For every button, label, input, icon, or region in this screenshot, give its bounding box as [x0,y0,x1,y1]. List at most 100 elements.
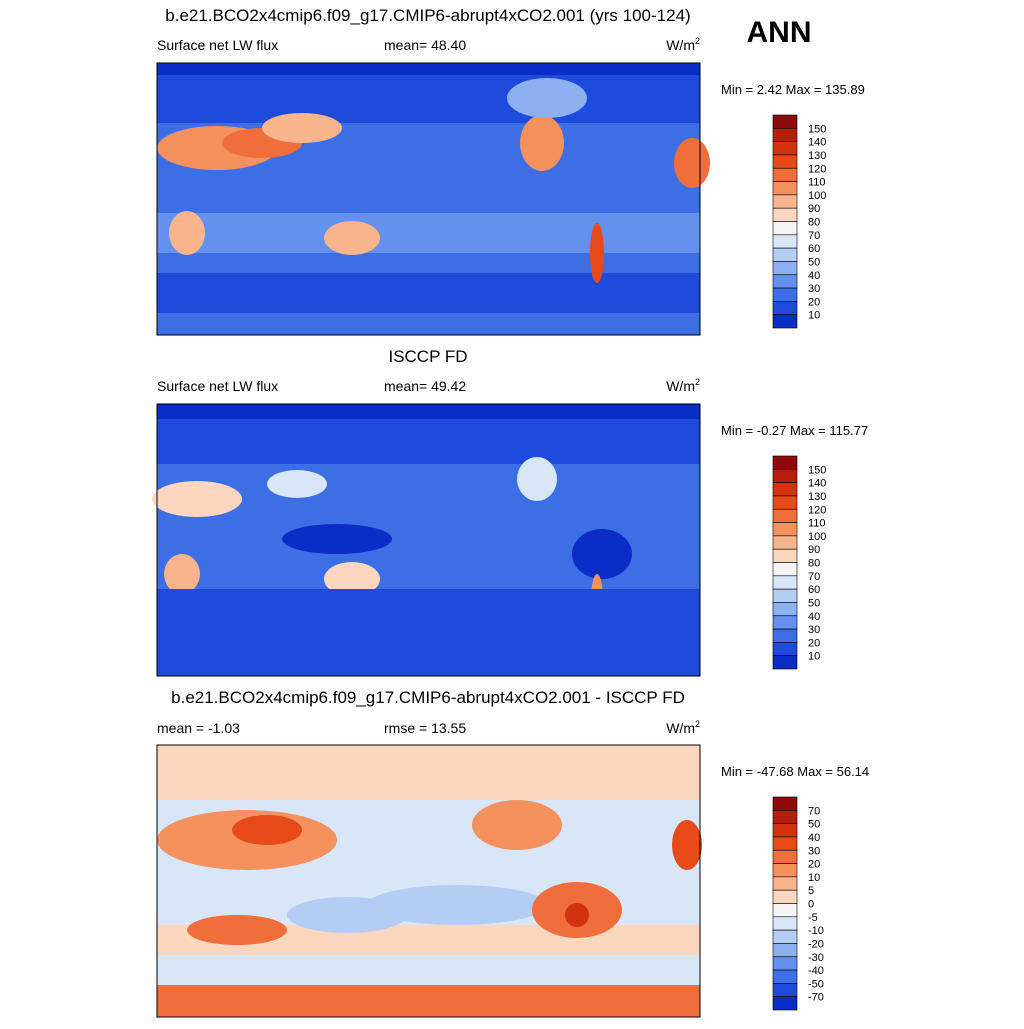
colorbar-label: 140 [808,137,826,149]
colorbar-label: 130 [808,491,826,503]
colorbar-label: 50 [808,597,820,609]
color-box [772,114,798,129]
color-box [772,903,798,918]
units: W/m2 [666,377,700,394]
season-title: ANN [747,16,812,49]
colorbar-label: 50 [808,819,820,831]
colorbar-label: 120 [808,163,826,175]
colorbar-label: 140 [808,478,826,490]
colorbar-label: 30 [808,283,820,295]
colorbar-label: 100 [808,190,826,202]
colorbar-label: -10 [808,925,824,937]
map [156,744,702,1018]
map [152,403,701,677]
left-label: Surface net LW flux [157,378,278,394]
colorbar-label: 60 [808,584,820,596]
center-label: mean= 48.40 [384,37,466,53]
units-base: W/m [666,378,695,394]
colorbar-label: -5 [808,912,818,924]
left-label: Surface net LW flux [157,37,278,53]
color-box [772,495,798,510]
color-box [772,823,798,838]
color-box [772,863,798,878]
colorbar-label: -30 [808,952,824,964]
colorbar-label: -70 [808,992,824,1004]
units-sup: 2 [695,719,700,729]
colorbar-label: 150 [808,123,826,135]
colorbar-label: 110 [808,177,826,189]
color-box [772,628,798,643]
panel-title: b.e21.BCO2x4cmip6.f09_g17.CMIP6-abrupt4x… [165,6,690,25]
color-box [772,615,798,630]
colorbar-label: 50 [808,256,820,268]
stats: Min = -0.27 Max = 115.77 [721,423,868,438]
units: W/m2 [666,36,700,53]
color-box [772,956,798,971]
color-box [772,141,798,156]
colorbar-label: 30 [808,624,820,636]
left-label: mean = -1.03 [157,720,240,736]
colorbar-label: 120 [808,504,826,516]
panel-title: b.e21.BCO2x4cmip6.f09_g17.CMIP6-abrupt4x… [171,688,685,707]
units: W/m2 [666,719,700,736]
map [156,62,710,336]
color-box [772,207,798,222]
colorbar-label: 20 [808,637,820,649]
units-sup: 2 [695,36,700,46]
colorbar-label: 5 [808,885,814,897]
colorbar-label: 20 [808,296,820,308]
colorbar-label: 40 [808,832,820,844]
units-sup: 2 [695,377,700,387]
color-box [772,836,798,851]
colorbar-label: 70 [808,230,820,242]
color-box [772,535,798,550]
colorbar-label: 0 [808,899,814,911]
center-label: mean= 49.42 [384,378,466,394]
colorbar-label: 70 [808,571,820,583]
colorbar-label: 40 [808,270,820,282]
colorbar-label: 80 [808,217,820,229]
colorbar-label: 20 [808,859,820,871]
panel-title: ISCCP FD [388,347,467,366]
color-box [772,522,798,537]
color-box [772,469,798,483]
colorbar-label: 100 [808,531,826,543]
colorbar-label: 70 [808,805,820,817]
color-box [772,274,798,289]
color-box [772,508,798,523]
colorbar-label: 40 [808,611,820,623]
colorbar-label: 30 [808,845,820,857]
colorbar-label: 90 [808,544,820,556]
color-box [772,261,798,276]
color-box [772,562,798,577]
colorbar-label: 80 [808,558,820,570]
color-box [772,876,798,891]
color-box [772,455,798,470]
units-base: W/m [666,37,695,53]
color-box [772,154,798,169]
stats: Min = 2.42 Max = 135.89 [721,82,865,97]
color-box [772,181,798,196]
color-box [772,996,798,1011]
color-box [772,247,798,262]
color-box [772,588,798,603]
colorbar-label: 110 [808,518,826,530]
color-box [772,810,798,824]
color-box [772,642,798,656]
color-box [772,889,798,904]
color-box [772,287,798,302]
colorbar-label: 130 [808,150,826,162]
colorbar-label: 150 [808,464,826,476]
color-box [772,602,798,617]
color-box [772,221,798,236]
color-box [772,301,798,315]
units-base: W/m [666,720,695,736]
colorbar-label: -40 [808,965,824,977]
colorbar-label: 90 [808,203,820,215]
color-box [772,234,798,249]
color-box [772,548,798,563]
color-box [772,167,798,182]
color-box [772,655,798,670]
color-box [772,314,798,329]
